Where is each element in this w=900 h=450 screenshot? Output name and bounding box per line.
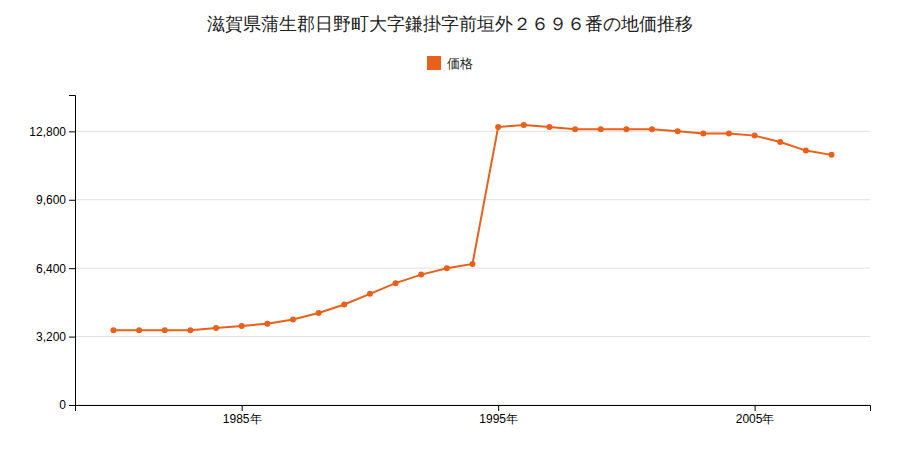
y-tick-mark [69,337,75,338]
marks [110,122,834,333]
y-tick-label: 9,600 [36,193,66,207]
y-tick-mark [69,405,75,406]
x-tick-label: 2005年 [736,412,775,426]
y-tick-mark [69,200,75,201]
y-tick-label: 6,400 [36,262,66,276]
point [290,316,296,322]
grid-line [75,336,870,337]
point [367,291,373,297]
point [752,133,758,139]
y-tick: 12,800 [29,125,75,139]
x-axis: 1985年 1995年 2005年 [76,405,871,426]
point [572,126,578,132]
point [726,130,732,136]
point [546,124,552,130]
x-tick-mark [755,405,756,411]
title: 滋賀県蒲生郡日野町大字鎌掛字前垣外２６９６番の地価推移 [207,13,693,34]
x-axis-line [76,406,871,412]
x-tick-label: 1995年 [479,412,518,426]
point [341,302,347,308]
grid-line [75,199,870,200]
legend-item: 価格 [427,56,473,71]
grid [75,131,870,405]
point [675,128,681,134]
point [393,280,399,286]
legend: 価格 [427,56,473,71]
grid-line [75,131,870,132]
point [316,310,322,316]
y-axis: 0 3,200 6,400 9,600 12,800 [29,96,75,413]
point [521,122,527,128]
x-tick: 2005年 [736,405,775,426]
y-tick-mark [69,268,75,269]
point [213,325,219,331]
point [829,152,835,158]
x-tick-mark [242,405,243,411]
y-tick: 3,200 [36,330,75,344]
point [187,327,193,333]
point [264,321,270,327]
point [495,124,501,130]
y-tick-mark [69,131,75,132]
point [803,148,809,154]
y-tick: 6,400 [36,262,75,276]
legend-swatch [427,56,441,70]
point [444,265,450,271]
y-tick-label: 0 [59,398,66,412]
point [162,327,168,333]
point [136,327,142,333]
point [418,272,424,278]
plot: 1985年 1995年 2005年 0 3,200 6,400 9,600 12,800 [29,96,870,426]
point [700,130,706,136]
point [470,261,476,267]
y-tick-label: 12,800 [29,125,66,139]
point [110,327,116,333]
y-tick-label: 3,200 [36,330,66,344]
x-tick: 1995年 [479,405,518,426]
point [777,139,783,145]
y-axis-line [69,96,76,406]
grid-line [75,268,870,269]
x-tick: 1985年 [223,405,262,426]
point [649,126,655,132]
point [239,323,245,329]
x-tick-mark [498,405,499,411]
y-tick: 9,600 [36,193,75,207]
point [598,126,604,132]
chart: 滋賀県蒲生郡日野町大字鎌掛字前垣外２６９６番の地価推移 1985年 1995年 200… [0,0,900,450]
y-tick: 0 [59,398,75,412]
line [113,125,831,330]
point [623,126,629,132]
legend-label: 価格 [447,56,473,71]
x-tick-label: 1985年 [223,412,262,426]
